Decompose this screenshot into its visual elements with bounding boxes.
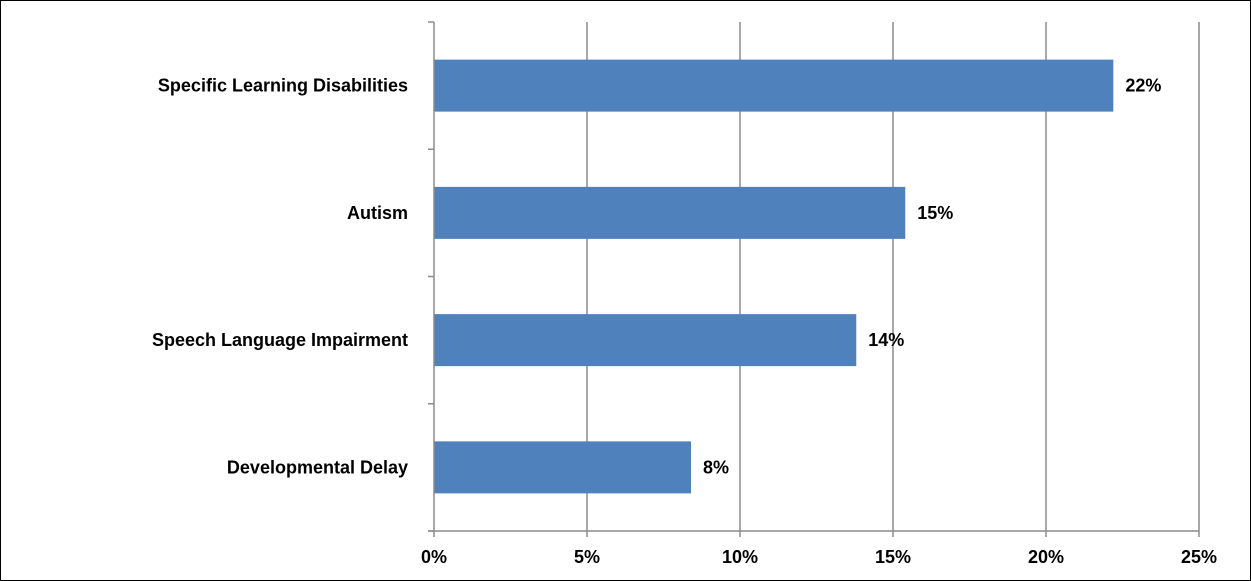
bar-1	[434, 59, 1114, 112]
x-tick-label-25: 25%	[1181, 547, 1217, 567]
category-label-3: Speech Language Impairment	[152, 330, 408, 350]
data-label-3: 14%	[868, 330, 904, 350]
bars	[434, 59, 1114, 494]
data-label-1: 22%	[1125, 76, 1161, 96]
x-tick-label-0: 0%	[421, 547, 447, 567]
bar-4	[434, 441, 692, 494]
category-label-4: Developmental Delay	[227, 457, 408, 477]
x-tick-label-15: 15%	[875, 547, 911, 567]
bar-2	[434, 186, 906, 239]
category-label-1: Specific Learning Disabilities	[158, 76, 408, 96]
category-label-2: Autism	[347, 203, 408, 223]
axes	[428, 21, 1200, 537]
x-tick-label-20: 20%	[1028, 547, 1064, 567]
x-tick-label-5: 5%	[574, 547, 600, 567]
data-label-2: 15%	[917, 203, 953, 223]
bar-3	[434, 314, 857, 367]
labels: Specific Learning Disabilities Autism Spee…	[152, 76, 1217, 567]
data-label-4: 8%	[703, 457, 729, 477]
x-tick-label-10: 10%	[722, 547, 758, 567]
